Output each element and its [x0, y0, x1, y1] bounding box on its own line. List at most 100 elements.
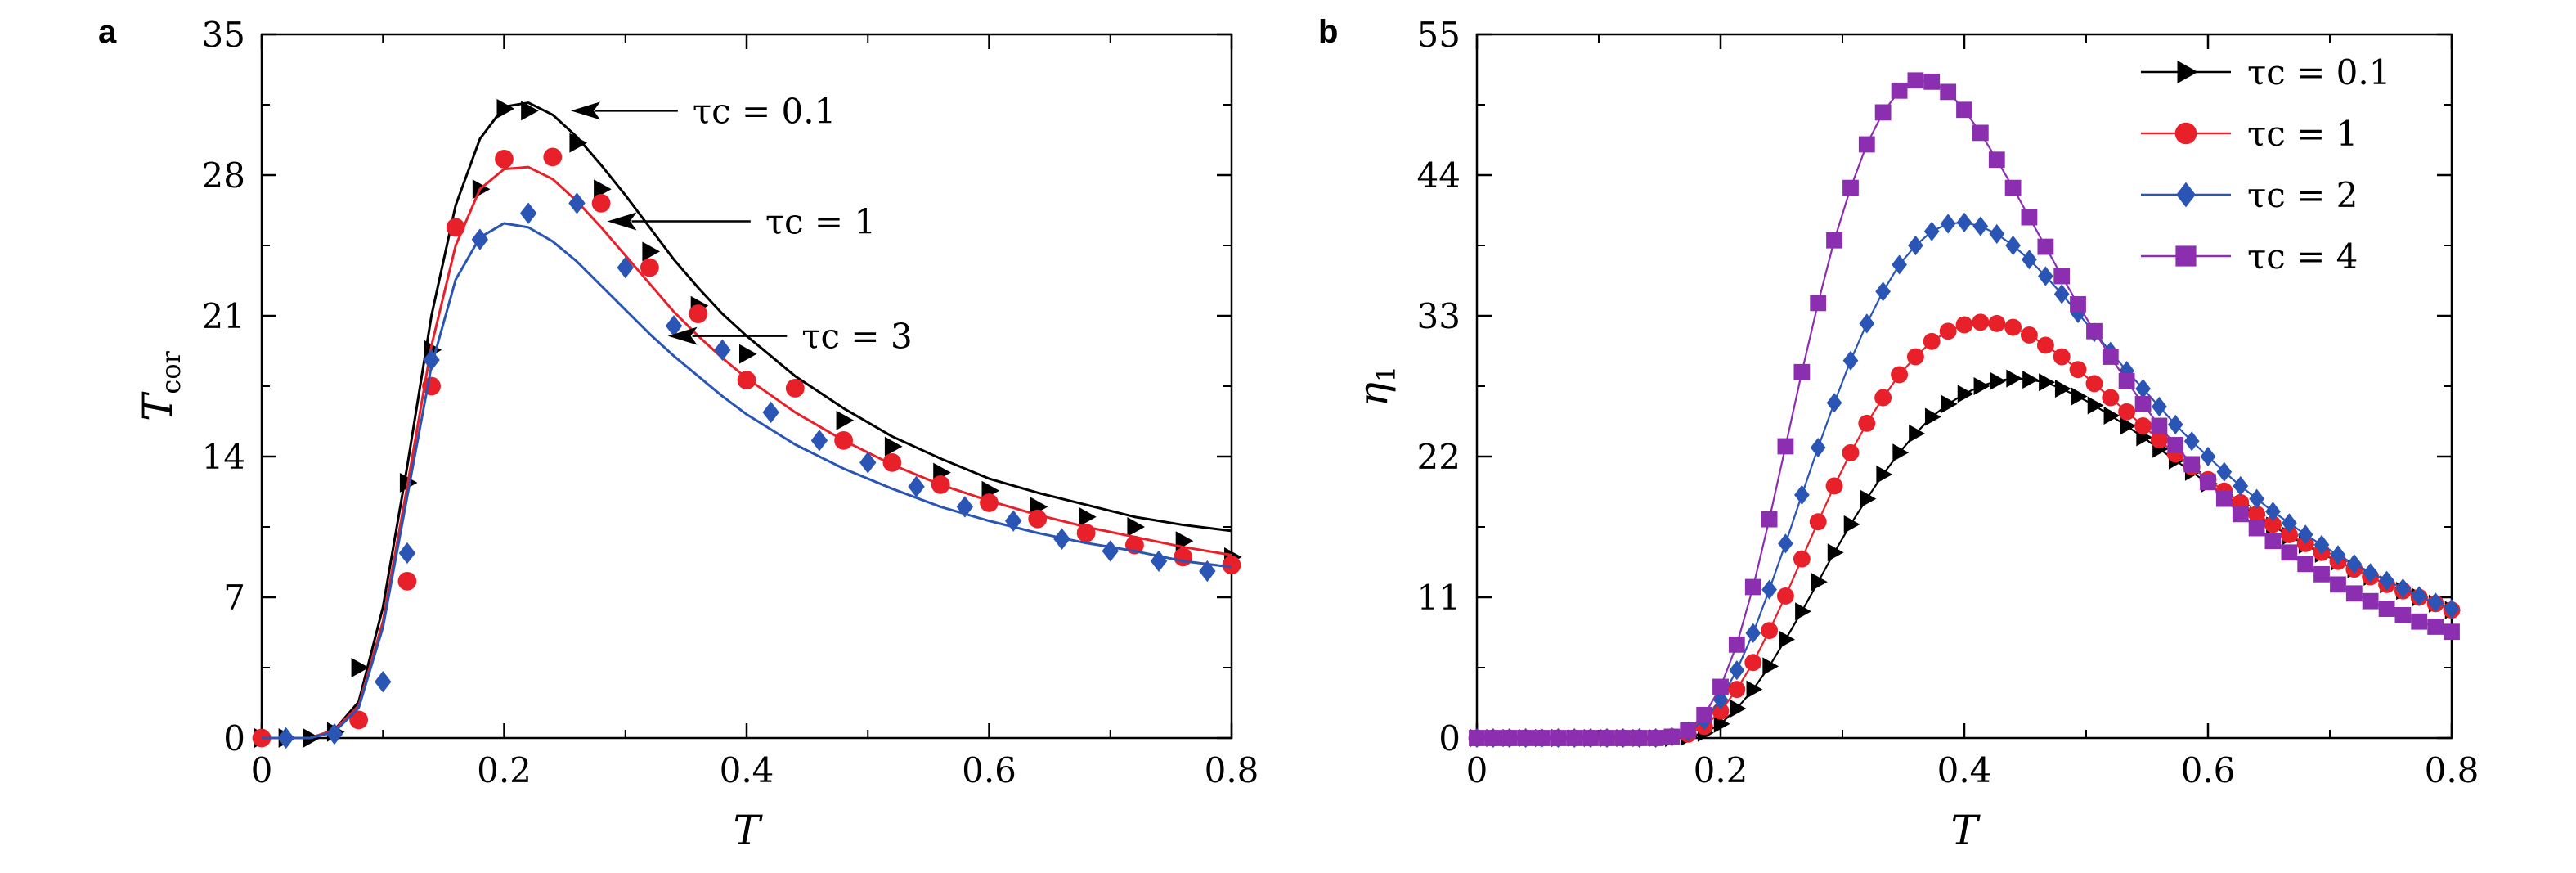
panel-a: a 0 0.2 0.4 0.6 0.8 0 7 14 21 28 35 T Tcor τc = 0.1 τc…: [98, 14, 1259, 854]
panel-b-series-1-marker: [1713, 714, 1730, 733]
panel-a-series-2-marker: [1028, 509, 1048, 529]
panel-b-series-4-marker: [2200, 474, 2216, 491]
panel-b-series-4-marker: [1582, 730, 1599, 746]
panel-a-series-3-marker: [325, 722, 343, 745]
panel-b-series-4-marker: [1907, 72, 1924, 89]
panel-b-series-2-marker: [2036, 336, 2054, 354]
panel-b-series-1-marker: [2120, 416, 2137, 435]
panel-a-series-3-marker: [665, 315, 683, 337]
panel-a-series-3-marker: [810, 430, 828, 452]
panel-a-series-3-marker: [908, 475, 925, 498]
panel-a-series-2-marker: [349, 710, 368, 730]
panel-b-series-2-marker: [2004, 318, 2022, 336]
panel-a-series-1-marker: [1079, 506, 1097, 527]
panel-b-series-3-marker: [1940, 214, 1956, 234]
panel-b-series-2-marker: [1955, 316, 1973, 334]
panel-b-series-4-marker: [2345, 585, 2363, 602]
panel-a-series-1-marker: [739, 344, 757, 364]
panel-b-series-4-marker: [2053, 268, 2071, 285]
panel-b-y-tick-label: 55: [1417, 15, 1461, 55]
panel-b-series-4-marker: [1566, 730, 1583, 746]
panel-b-series-2-marker: [1761, 622, 1779, 640]
panel-a-series-2-marker: [591, 194, 611, 213]
panel-b-series-3-marker: [1794, 484, 1810, 506]
panel-a-annotation-arrowhead: [667, 326, 698, 345]
panel-b-series-3: [1469, 212, 2460, 749]
panel-a-series-1: [254, 98, 1242, 748]
panel-a-x-axis-label: T: [733, 807, 763, 854]
panel-b-y-tick-label: 33: [1417, 296, 1461, 336]
panel-a-x-tick-label: 0.8: [1205, 750, 1259, 790]
panel-b-series-2-marker: [1728, 681, 1746, 699]
panel-b-series-1-marker: [1762, 657, 1779, 676]
panel-b-series-1-marker: [1811, 573, 1828, 592]
panel-b-y-tick-label: 0: [1438, 718, 1461, 758]
panel-b-series-1-marker: [1990, 371, 2007, 390]
panel-b-series-1-marker: [2054, 380, 2071, 398]
panel-b-legend-item: τc = 2: [2141, 175, 2358, 215]
panel-a-y-axis-label: Tcor: [134, 350, 186, 421]
panel-b-series-1-marker: [1843, 515, 1860, 533]
panel-a-series-3-marker: [1053, 528, 1070, 550]
panel-a-x-tick-label: 0.4: [720, 750, 774, 790]
panel-b-series-2-marker: [1776, 587, 1794, 605]
panel-a-series-3-marker: [1102, 540, 1119, 562]
panel-b-series-2-marker: [1923, 332, 1941, 350]
panel-b-series-4-marker: [2444, 623, 2460, 641]
panel-b-series-4-marker: [1599, 730, 1615, 746]
panel-b-series-4-marker: [1517, 730, 1534, 746]
panel-a-series-2-marker: [397, 571, 417, 591]
panel-b-x-axis-label: T: [1950, 807, 1981, 854]
panel-a-series-2-marker: [980, 493, 999, 512]
panel-b-series-3-marker: [1826, 393, 1842, 413]
panel-b-series-4-marker: [2362, 592, 2379, 610]
panel-b-series-1-marker: [1860, 489, 1877, 508]
panel-b-series-4-marker: [2118, 372, 2135, 389]
panel-b-series-1-marker: [2006, 369, 2023, 388]
panel-b-series-3-marker: [2216, 461, 2233, 482]
panel-b-series-1-marker: [1746, 680, 1763, 699]
panel-b-series-4-marker: [2264, 533, 2282, 550]
panel-a-annotation-1: τc = 0.1: [571, 91, 836, 131]
panel-b-series-1-marker: [1730, 700, 1747, 718]
panel-a-y-tick-label: 14: [202, 437, 245, 477]
panel-b-series-1-marker: [1876, 465, 1893, 484]
panel-b-series-3-marker: [1989, 223, 2005, 245]
panel-b-series-2-marker: [2118, 403, 2136, 421]
panel-a-series-1-marker: [642, 241, 660, 262]
panel-b-series-2-marker: [2248, 505, 2266, 523]
panel-b-series-4-marker: [2313, 565, 2330, 583]
panel-b-series-3-marker: [2313, 534, 2330, 555]
panel-a-series-3-marker: [398, 542, 416, 565]
panel-b-series-4-marker: [1728, 636, 1745, 653]
panel-b-series-3-marker: [2444, 598, 2460, 619]
panel-b-series-3-marker: [2233, 475, 2249, 497]
panel-b-legend-item: τc = 1: [2141, 114, 2358, 154]
panel-a-series-3-marker: [471, 228, 489, 250]
panel-b-series-3-marker: [2183, 431, 2200, 452]
panel-b-series-3-marker: [2297, 524, 2313, 545]
panel-b-series-1-marker: [2087, 396, 2104, 415]
panel-a-series-3-marker: [1199, 560, 1216, 583]
panel-b-series-4-marker: [1940, 83, 1957, 101]
panel-b-series-2-marker: [1793, 550, 1811, 568]
panel-b-series-3-marker: [1842, 350, 1859, 371]
panel-a-series-2-line: [262, 165, 1232, 740]
panel-b-series-4-marker: [1956, 101, 1972, 119]
panel-b-series-1-marker: [1973, 377, 1990, 395]
panel-a-series-1-marker: [351, 658, 370, 677]
panel-b-series-3-marker: [2200, 446, 2216, 467]
panel-b-x-tick-label: 0: [1466, 750, 1488, 790]
panel-b-series-4-marker: [2394, 606, 2412, 623]
panel-b-series-3-marker: [2395, 578, 2411, 599]
panel-b-series-3-marker: [1972, 216, 1989, 236]
panel-b-x-tick-label: 0.2: [1694, 750, 1748, 790]
panel-b-legend-label: τc = 4: [2247, 236, 2358, 277]
panel-b-series-4-marker: [1631, 730, 1648, 746]
panel-a-series-2-marker: [737, 371, 756, 390]
panel-a-series-1-marker: [569, 133, 588, 153]
panel-b-series-3-marker: [2053, 284, 2070, 304]
panel-b-series-3-marker: [2330, 545, 2346, 565]
panel-a-series-3: [262, 192, 1232, 749]
